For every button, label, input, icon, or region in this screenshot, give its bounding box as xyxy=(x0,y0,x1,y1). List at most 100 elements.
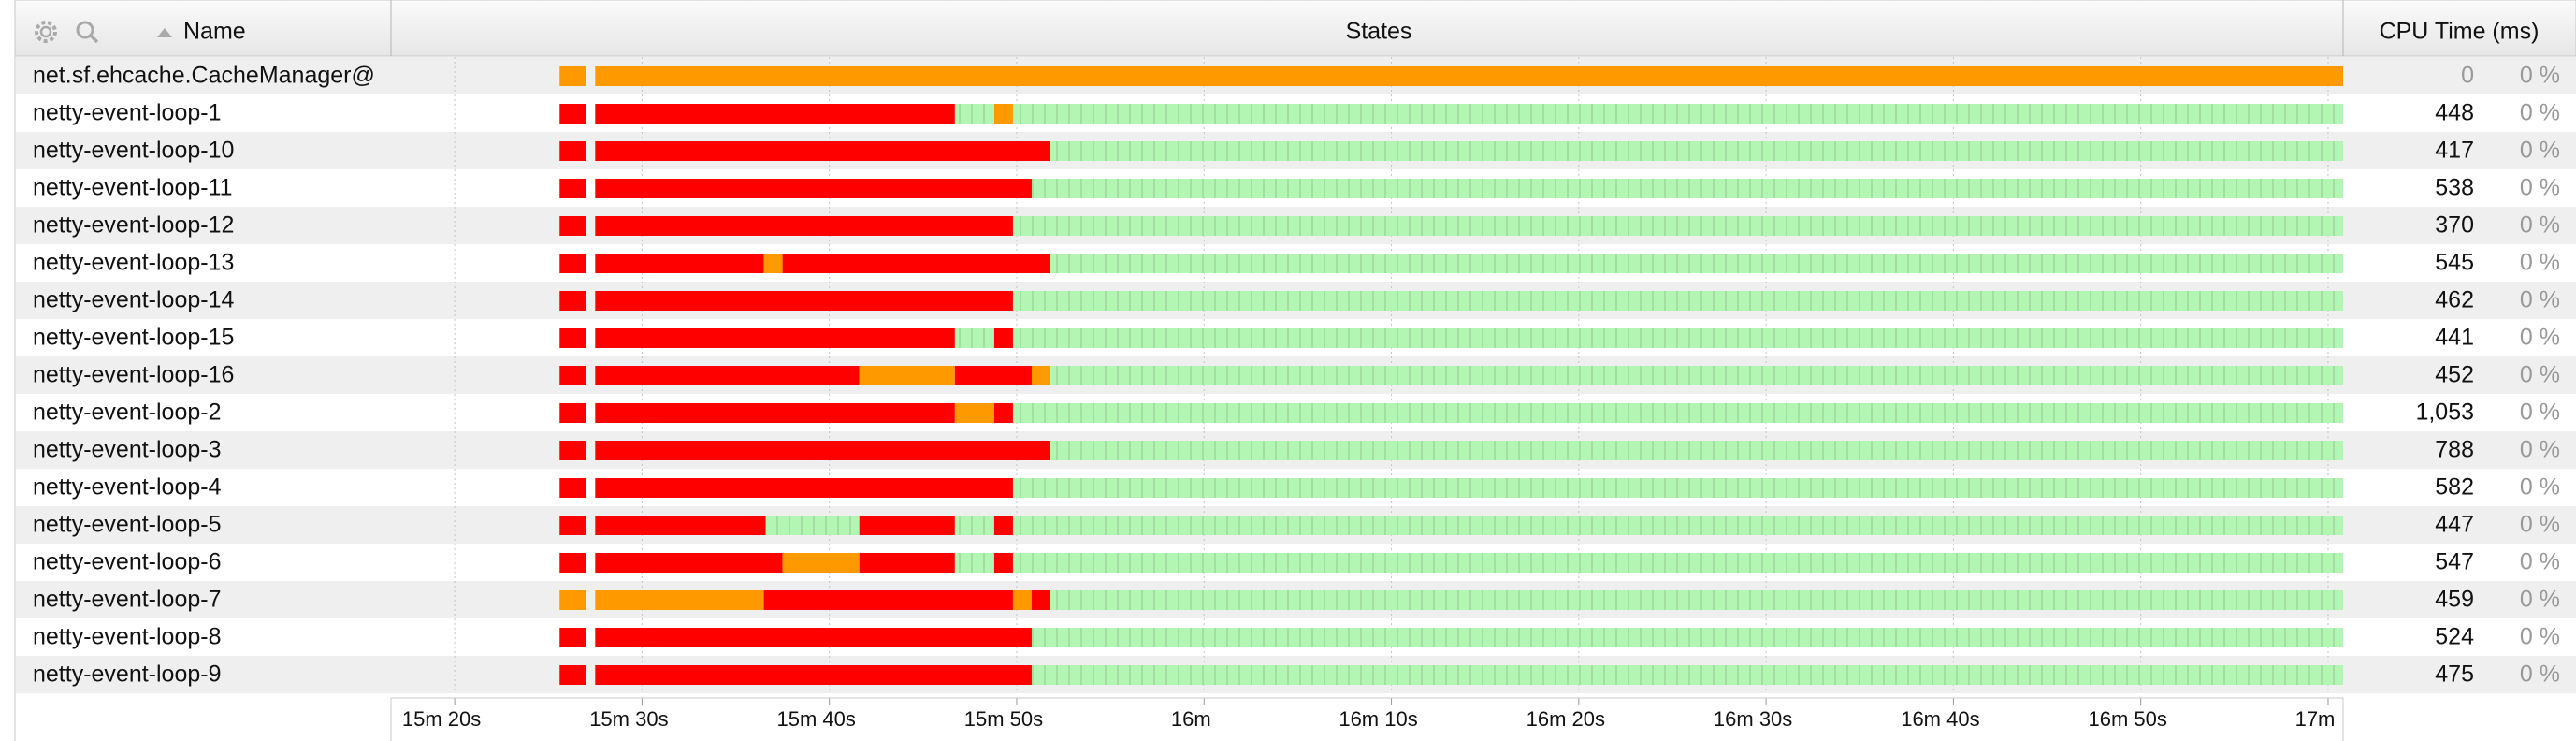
cpu-percent: 0 % xyxy=(2520,63,2560,89)
state-segment xyxy=(595,179,1032,198)
cpu-time: 459 xyxy=(2435,587,2474,613)
cpu-percent: 0 % xyxy=(2520,400,2560,426)
table-header xyxy=(14,0,2576,57)
state-segment xyxy=(559,441,586,460)
state-segment xyxy=(595,254,764,273)
state-segment xyxy=(559,665,586,685)
state-segment xyxy=(595,628,1032,647)
state-segment xyxy=(559,179,586,198)
state-segment xyxy=(993,516,1013,535)
x-tick-label: 15m 40s xyxy=(776,707,855,731)
cpu-time: 417 xyxy=(2435,138,2474,164)
cpu-percent: 0 % xyxy=(2520,661,2560,688)
state-segment xyxy=(1012,478,2343,498)
state-segment xyxy=(595,590,764,610)
cpu-time: 370 xyxy=(2435,212,2474,239)
state-segment xyxy=(1012,216,2343,236)
cpu-percent: 0 % xyxy=(2520,175,2560,201)
thread-name: net.sf.ehcache.CacheManager@ xyxy=(33,63,375,89)
thread-name: netty-event-loop-1 xyxy=(33,100,222,126)
search-icon[interactable] xyxy=(76,21,99,44)
state-segment xyxy=(859,516,955,535)
cpu-percent: 0 % xyxy=(2520,624,2560,650)
state-segment xyxy=(595,553,783,573)
state-segment xyxy=(1050,441,2343,460)
cpu-percent: 0 % xyxy=(2520,437,2560,463)
state-segment xyxy=(993,328,1013,348)
cpu-time: 538 xyxy=(2435,175,2474,201)
state-segment xyxy=(954,403,994,423)
state-segment xyxy=(595,328,955,348)
cpu-time: 582 xyxy=(2435,474,2474,501)
state-segment xyxy=(763,254,783,273)
state-segment xyxy=(1031,179,2343,198)
state-segment xyxy=(559,628,586,647)
cpu-percent: 0 % xyxy=(2520,474,2560,501)
thread-name: netty-event-loop-8 xyxy=(33,624,222,650)
state-segment xyxy=(1031,665,2343,685)
sort-arrow[interactable] xyxy=(157,28,172,37)
state-segment xyxy=(559,291,586,311)
thread-name: netty-event-loop-7 xyxy=(33,587,222,613)
state-segment xyxy=(859,366,955,385)
state-segment xyxy=(559,478,586,498)
cpu-percent: 0 % xyxy=(2520,362,2560,388)
cpu-time: 447 xyxy=(2435,512,2474,538)
state-segment xyxy=(559,403,586,423)
x-tick-label: 16m 50s xyxy=(2088,707,2166,731)
state-segment xyxy=(559,516,586,535)
x-tick-label: 15m 20s xyxy=(402,707,481,731)
cpu-time: 788 xyxy=(2435,437,2474,463)
thread-name: netty-event-loop-6 xyxy=(33,549,222,575)
state-segment xyxy=(954,104,994,124)
cpu-percent: 0 % xyxy=(2520,549,2560,575)
state-segment xyxy=(595,441,1051,460)
state-segment xyxy=(1012,403,2343,423)
state-segment xyxy=(595,403,955,423)
thread-name: netty-event-loop-15 xyxy=(33,325,234,351)
x-tick-label: 16m 30s xyxy=(1714,707,1792,731)
state-segment xyxy=(595,141,1051,161)
cpu-time: 545 xyxy=(2435,250,2474,276)
x-tick-label: 16m xyxy=(1171,707,1211,731)
state-segment xyxy=(1012,516,2343,535)
thread-name: netty-event-loop-5 xyxy=(33,512,222,538)
cpu-time: 0 xyxy=(2461,63,2474,89)
settings-icon[interactable] xyxy=(35,21,57,43)
state-segment xyxy=(595,104,955,124)
name-column-header[interactable]: Name xyxy=(183,19,246,45)
cpu-time: 441 xyxy=(2435,325,2474,351)
state-segment xyxy=(595,66,2343,86)
state-segment xyxy=(559,590,586,610)
state-segment xyxy=(595,291,1013,311)
cpu-percent: 0 % xyxy=(2520,512,2560,538)
state-segment xyxy=(859,553,955,573)
cpu-time: 1,053 xyxy=(2415,400,2474,426)
thread-name: netty-event-loop-13 xyxy=(33,250,234,276)
cpu-time: 448 xyxy=(2435,100,2474,126)
state-segment xyxy=(595,216,1013,236)
cpu-time: 524 xyxy=(2435,624,2474,650)
state-segment xyxy=(993,104,1013,124)
state-segment xyxy=(595,366,860,385)
state-segment xyxy=(1031,590,1051,610)
x-tick-label: 16m 40s xyxy=(1901,707,1979,731)
x-tick-label: 16m 20s xyxy=(1527,707,1605,731)
cpu-percent: 0 % xyxy=(2520,250,2560,276)
state-segment xyxy=(993,403,1013,423)
cpu-time: 547 xyxy=(2435,549,2474,575)
state-segment xyxy=(595,478,1013,498)
cpu-percent: 0 % xyxy=(2520,287,2560,313)
state-segment xyxy=(1012,104,2343,124)
state-segment xyxy=(954,553,994,573)
state-segment xyxy=(782,553,860,573)
thread-name: netty-event-loop-9 xyxy=(33,661,222,688)
state-segment xyxy=(595,665,1032,685)
state-segment xyxy=(1012,291,2343,311)
cpu-column-header[interactable]: CPU Time (ms) xyxy=(2380,19,2540,45)
states-column-header[interactable]: States xyxy=(1346,19,1412,45)
thread-name: netty-event-loop-10 xyxy=(33,138,234,164)
thread-name: netty-event-loop-4 xyxy=(33,474,222,501)
state-segment xyxy=(763,590,1013,610)
